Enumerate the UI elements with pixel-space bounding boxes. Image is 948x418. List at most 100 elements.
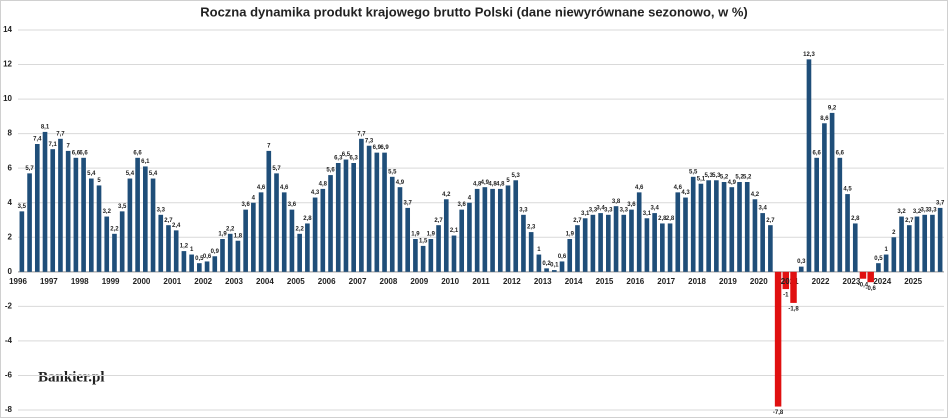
value-label: 5,5 <box>388 169 397 175</box>
bar <box>706 180 711 272</box>
bar <box>575 225 580 272</box>
value-label: 2,8 <box>303 216 312 222</box>
bar <box>258 192 264 272</box>
value-label: 3,1 <box>581 211 590 217</box>
value-label: 7,1 <box>49 142 58 148</box>
bar <box>598 213 603 272</box>
x-tick-label: 2024 <box>873 277 891 286</box>
bar <box>698 183 704 272</box>
value-label: 1 <box>190 247 194 253</box>
bar <box>922 214 928 272</box>
value-label: 1,9 <box>218 232 227 238</box>
value-label: 6,6 <box>72 150 81 156</box>
bar <box>220 239 225 272</box>
value-label: 2,2 <box>226 226 235 232</box>
bar <box>197 263 202 272</box>
value-label: -1 <box>783 293 789 299</box>
bar <box>251 202 256 272</box>
value-label: 5,6 <box>326 168 335 174</box>
x-tick-label: 1996 <box>9 277 27 286</box>
value-label: 2,7 <box>766 218 775 224</box>
bar <box>621 214 627 272</box>
bar <box>181 251 187 272</box>
bar <box>243 209 248 272</box>
value-label: 4,2 <box>751 192 760 198</box>
bar <box>551 270 557 272</box>
bar <box>497 188 503 272</box>
bar <box>320 188 326 272</box>
y-tick-label: 4 <box>8 198 13 207</box>
bar <box>343 159 349 272</box>
value-label: 3,6 <box>458 202 467 208</box>
bar <box>289 209 295 272</box>
bar <box>112 233 117 272</box>
value-label: 4,6 <box>674 185 683 191</box>
x-tick-label: 2008 <box>380 277 398 286</box>
bar <box>366 145 372 272</box>
value-label: 4,8 <box>319 181 328 187</box>
bar <box>806 59 812 272</box>
bar <box>852 223 858 272</box>
value-label: 4 <box>468 195 472 201</box>
bar <box>96 185 102 272</box>
value-label: 5,2 <box>735 175 744 181</box>
bar <box>351 163 356 272</box>
y-tick-label: -4 <box>5 336 13 345</box>
bar <box>135 157 140 272</box>
value-label: 4 <box>252 195 256 201</box>
bar <box>930 214 935 272</box>
value-label: 6,9 <box>373 145 382 151</box>
bar <box>436 225 441 272</box>
value-label: 5,1 <box>697 176 706 182</box>
bar <box>335 163 341 272</box>
value-label: -0,4 <box>858 282 869 288</box>
bar <box>312 197 318 272</box>
value-label: 2,8 <box>658 216 667 222</box>
value-label: 1 <box>537 247 541 253</box>
bar <box>474 188 480 272</box>
bar <box>88 178 94 272</box>
bar <box>683 197 688 272</box>
value-label: 7,3 <box>365 138 374 144</box>
bar <box>774 271 782 407</box>
value-label: 5,4 <box>87 171 96 177</box>
bar <box>782 271 790 290</box>
value-label: 0,2 <box>542 261 551 267</box>
bar <box>822 123 827 272</box>
value-label: 1,2 <box>180 244 189 250</box>
bar <box>81 157 86 272</box>
bar <box>829 112 835 272</box>
x-tick-label: 2022 <box>812 277 830 286</box>
value-label: 5,4 <box>126 171 135 177</box>
bar <box>690 176 696 272</box>
bar <box>737 182 742 272</box>
bar <box>559 261 565 272</box>
bar <box>467 202 472 272</box>
value-label: 9,2 <box>828 105 837 111</box>
bar <box>305 223 310 272</box>
value-label: 3,2 <box>897 209 906 215</box>
x-tick-label: 2012 <box>503 277 521 286</box>
bar <box>845 194 850 272</box>
value-label: 2,3 <box>527 225 536 231</box>
value-label: 3,6 <box>241 202 250 208</box>
bar <box>166 225 171 272</box>
value-label: 4,8 <box>473 181 482 187</box>
bar <box>837 157 843 272</box>
bar <box>328 175 333 272</box>
value-label: 2,7 <box>905 218 914 224</box>
bar <box>544 268 549 272</box>
value-label: 6,6 <box>79 150 88 156</box>
value-label: 0,5 <box>874 256 883 262</box>
bar <box>606 214 611 272</box>
bar <box>42 131 48 272</box>
value-label: 3,1 <box>643 211 652 217</box>
bar <box>721 182 727 272</box>
value-label: 5,4 <box>149 171 158 177</box>
x-tick-label: 2016 <box>626 277 644 286</box>
value-label: 3,2 <box>913 209 922 215</box>
bar <box>389 176 395 272</box>
value-label: 3,3 <box>921 207 930 213</box>
y-tick-label: 2 <box>8 232 13 241</box>
bar <box>876 263 881 272</box>
